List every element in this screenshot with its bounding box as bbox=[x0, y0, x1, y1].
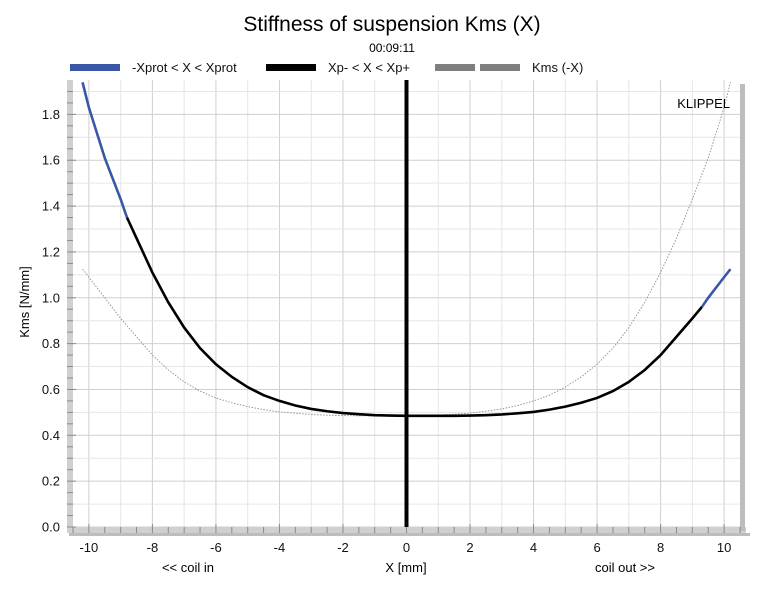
frame-shadow-right bbox=[740, 84, 745, 531]
legend-label-xprot: -Xprot < X < Xprot bbox=[132, 60, 237, 75]
series-layer bbox=[81, 80, 732, 527]
x-tick-label: 10 bbox=[717, 540, 731, 555]
y-tick-label: 0.4 bbox=[42, 428, 60, 443]
y-tick-label: 1.4 bbox=[42, 199, 60, 214]
x-tick-label: 6 bbox=[593, 540, 600, 555]
x-tick-label: -8 bbox=[147, 540, 159, 555]
y-tick-label: 0.6 bbox=[42, 382, 60, 397]
x-tick-label: 4 bbox=[530, 540, 537, 555]
y-tick-label: 1.6 bbox=[42, 153, 60, 168]
chart-timestamp: 00:09:11 bbox=[369, 41, 415, 55]
chart-title: Stiffness of suspension Kms (X) bbox=[243, 13, 540, 36]
y-axis-label: Kms [N/mm] bbox=[17, 266, 32, 338]
x-tick-label: -4 bbox=[274, 540, 286, 555]
x-tick-label: -10 bbox=[79, 540, 98, 555]
y-tick-label: 1.0 bbox=[42, 290, 60, 305]
frame-shadow-bottom bbox=[69, 533, 750, 536]
x-tick-label: 8 bbox=[657, 540, 664, 555]
x-tick-label: 0 bbox=[403, 540, 410, 555]
x-tick-label: -6 bbox=[210, 540, 222, 555]
y-tick-label: 0.0 bbox=[42, 520, 60, 535]
y-tick-label: 1.8 bbox=[42, 107, 60, 122]
legend-swatch-mirror-b bbox=[480, 64, 520, 71]
legend-label-mirror: Kms (-X) bbox=[532, 60, 583, 75]
series-line-kms-right-outside-xprot bbox=[700, 268, 732, 308]
y-axis-bar bbox=[67, 80, 73, 533]
y-tick-labels: 0.0 0.2 0.4 0.6 0.8 1.0 1.2 1.4 1.6 1.8 bbox=[42, 107, 60, 535]
watermark-label: KLIPPEL bbox=[677, 96, 730, 111]
x-tick-labels: -10 -8 -6 -4 -2 0 2 4 6 8 10 bbox=[79, 540, 731, 555]
x-axis-label: X [mm] bbox=[385, 560, 426, 575]
x-tick-label: 2 bbox=[466, 540, 473, 555]
minor-ticks bbox=[67, 90, 741, 533]
legend-swatch-xprot bbox=[70, 64, 120, 71]
series-line-kms-inside-xprot bbox=[125, 216, 703, 418]
series-line-kms-left-outside-xprot bbox=[81, 81, 129, 218]
x-left-annotation: << coil in bbox=[162, 560, 214, 575]
y-tick-label: 1.2 bbox=[42, 244, 60, 259]
legend: -Xprot < X < Xprot Xp- < X < Xp+ Kms (-X) bbox=[70, 60, 583, 75]
legend-label-xp: Xp- < X < Xp+ bbox=[328, 60, 410, 75]
y-tick-label: 0.8 bbox=[42, 336, 60, 351]
legend-swatch-xp bbox=[266, 64, 316, 71]
x-tick-label: -2 bbox=[337, 540, 349, 555]
legend-swatch-mirror-a bbox=[435, 64, 475, 71]
series-line-kms-mirror bbox=[82, 82, 731, 417]
x-right-annotation: coil out >> bbox=[595, 560, 655, 575]
y-tick-label: 0.2 bbox=[42, 474, 60, 489]
